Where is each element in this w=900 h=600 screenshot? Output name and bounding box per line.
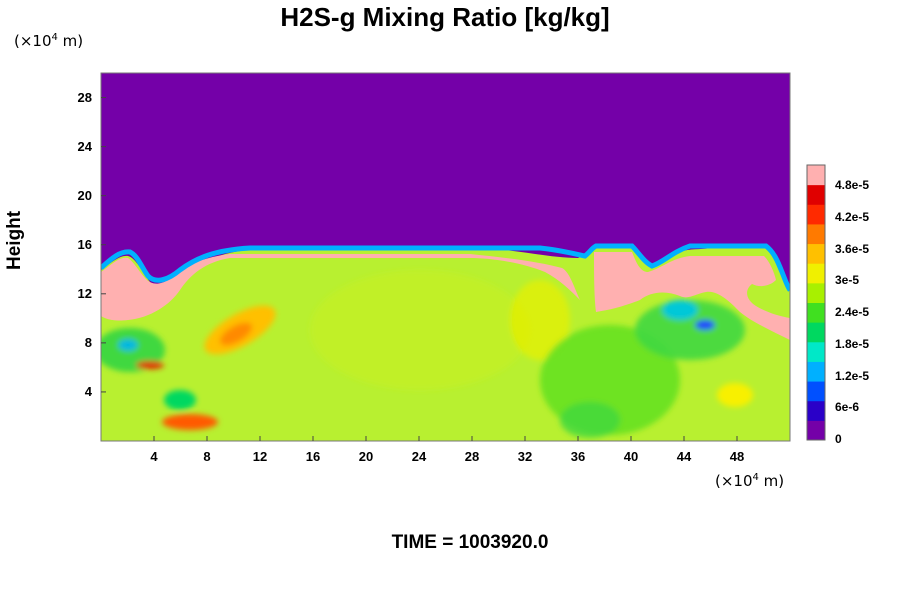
yellow-spot: [717, 383, 753, 407]
x-tick-label: 8: [203, 449, 211, 464]
y-tick-label: 24: [77, 138, 92, 154]
colorbar-swatch: [807, 223, 825, 245]
y-axis-unit: (×104 m): [14, 32, 83, 50]
colorbar-label: 0: [835, 432, 842, 446]
y-unit-exp: 4: [51, 32, 58, 43]
cyan-spot-left: [118, 339, 138, 351]
colorbar-swatch: [807, 302, 825, 323]
colorbar-swatch: [807, 184, 825, 205]
y-unit-prefix: (×10: [14, 32, 52, 50]
colorbar-label: 3.6e-5: [835, 241, 870, 256]
colorbar-swatch: [807, 322, 825, 343]
colorbar-swatch: [807, 204, 825, 225]
green-spot-bottom: [560, 402, 620, 438]
orange-streak-low: [162, 414, 218, 430]
colorbar-label: 6e-6: [835, 400, 860, 415]
time-label: TIME = 1003920.0: [391, 532, 549, 553]
chart-title: H2S-g Mixing Ratio [kg/kg]: [280, 2, 610, 32]
x-tick-label: 28: [464, 449, 480, 464]
x-axis-unit: (×104 m): [715, 472, 784, 490]
colorbar-label: 1.2e-5: [835, 368, 870, 383]
colorbar-label: 3e-5: [835, 273, 860, 288]
colorbar-swatch: [807, 381, 825, 402]
x-unit-prefix: (×10: [715, 472, 753, 490]
green-spot-low: [164, 390, 196, 410]
x-tick-label: 40: [623, 449, 639, 464]
x-unit-suffix: m): [758, 472, 785, 490]
colorbar-swatch: [807, 263, 825, 284]
colorbar-label: 2.4e-5: [835, 305, 870, 320]
x-tick-label: 4: [150, 449, 158, 464]
x-ticks: [153, 436, 738, 441]
y-tick-label: 28: [77, 89, 92, 105]
orange-eddy-core: [219, 322, 253, 346]
y-ticks: [101, 97, 106, 393]
x-tick-label: 16: [305, 449, 321, 464]
high-concentration-layer: [101, 252, 790, 340]
colorbar-swatch: [807, 420, 825, 441]
x-tick-label: 24: [411, 449, 427, 464]
red-streak-left: [136, 361, 164, 369]
layer-top-boundary: [101, 243, 790, 292]
colorbar-frame: [806, 164, 826, 441]
y-tick-label: 16: [77, 236, 92, 252]
x-tick-label: 20: [358, 449, 374, 464]
colorbar-label: 4.2e-5: [835, 209, 870, 224]
colorbar-swatch: [807, 165, 825, 186]
y-tick-label: 4: [84, 383, 92, 399]
x-tick-label: 36: [570, 449, 586, 464]
colorbar-swatch: [807, 243, 825, 264]
x-tick-label: 44: [676, 449, 692, 464]
cyan-eddy: [662, 300, 698, 320]
colorbar-swatch: [807, 282, 825, 303]
colorbar-label: 1.8e-5: [835, 336, 870, 351]
y-tick-label: 20: [77, 187, 92, 203]
colorbar-swatch: [807, 361, 825, 382]
y-tick-label: 8: [84, 334, 92, 350]
center-eddy: [310, 270, 530, 390]
green-eddy-far: [635, 300, 745, 360]
yellow-eddy: [510, 280, 570, 360]
y-unit-suffix: m): [57, 32, 84, 50]
colorbar: [806, 164, 826, 441]
colorbar-swatch: [807, 400, 825, 421]
x-tick-label: 32: [517, 449, 533, 464]
heatmap-field: [101, 73, 790, 441]
y-tick-label: 12: [77, 285, 92, 301]
x-tick-label: 48: [729, 449, 745, 464]
colorbar-swatch: [807, 341, 825, 362]
x-tick-label: 12: [252, 449, 268, 464]
blue-eddy: [695, 320, 715, 330]
x-unit-exp: 4: [752, 472, 759, 483]
colorbar-label: 4.8e-5: [835, 178, 870, 193]
plot-frame: [100, 72, 791, 442]
